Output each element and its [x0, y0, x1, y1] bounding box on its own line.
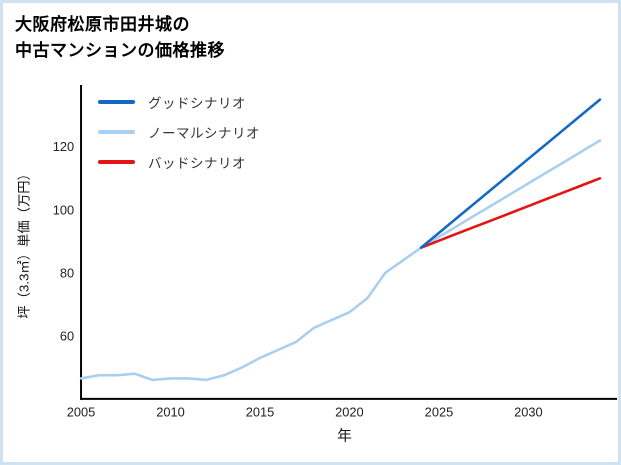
x-tick-label: 2020: [335, 405, 364, 420]
x-axis-label: 年: [337, 427, 352, 444]
chart-title-line1: 大阪府松原市田井城の: [15, 15, 190, 34]
chart-legend: グッドシナリオ ノーマルシナリオ バッドシナリオ: [98, 92, 260, 171]
y-tick-label: 120: [53, 139, 74, 154]
y-axis-label: 坪（3.3㎡）単価（万円）: [17, 167, 32, 319]
series-line-normal-scenario: [79, 139, 602, 382]
normal-scenario-line-swatch: [98, 129, 135, 134]
price-trend-chart: 2005 2010 2015 2020 2025 2030 60 80 100 120 年 坪（3.3…: [17, 84, 618, 444]
y-tick-label: 60: [60, 328, 74, 343]
x-tick-label: 2030: [514, 405, 543, 420]
legend-item-normal-scenario: ノーマルシナリオ: [98, 122, 260, 141]
y-tick-label: 100: [53, 202, 74, 217]
good-scenario-line-swatch: [98, 99, 135, 104]
x-tick-label: 2015: [246, 405, 275, 420]
chart-title: 大阪府松原市田井城の 中古マンションの価格推移: [15, 12, 225, 63]
x-tick-label: 2025: [425, 405, 454, 420]
x-tick-label: 2005: [67, 405, 96, 420]
legend-item-bad-scenario: バッドシナリオ: [98, 152, 260, 171]
legend-item-good-scenario: グッドシナリオ: [98, 92, 260, 111]
bad-scenario-line-swatch: [98, 159, 135, 164]
chart-title-line2: 中古マンションの価格推移: [15, 40, 225, 60]
series-line-bad-scenario: [419, 177, 602, 249]
x-tick-label: 2010: [156, 405, 185, 420]
y-tick-label: 80: [60, 265, 74, 280]
legend-label-bad-scenario: バッドシナリオ: [148, 155, 246, 171]
series-line-good-scenario: [419, 98, 602, 249]
legend-label-normal-scenario: ノーマルシナリオ: [148, 125, 260, 141]
legend-label-good-scenario: グッドシナリオ: [148, 95, 246, 111]
